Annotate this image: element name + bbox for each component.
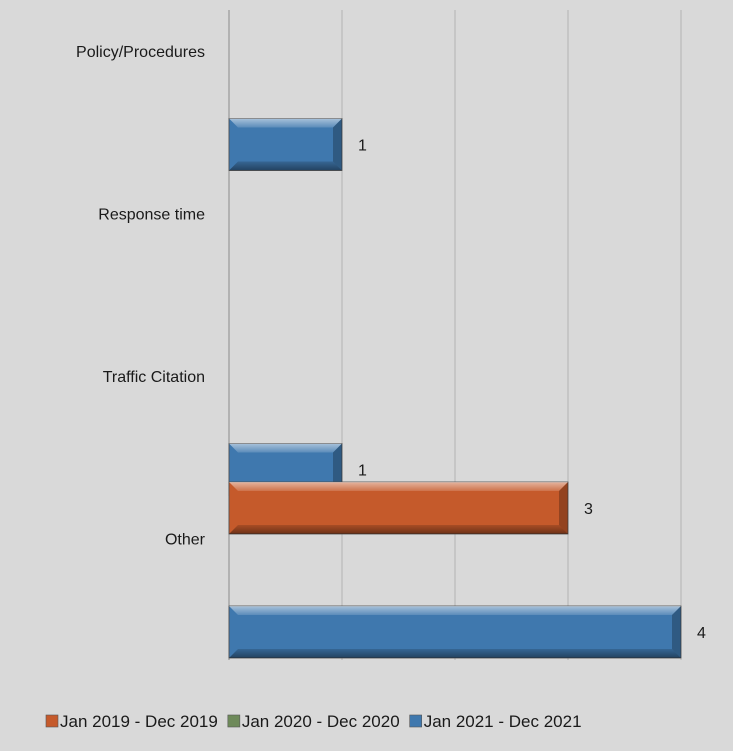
bar-other-jan-2019-dec-2019 [228, 481, 569, 535]
legend-swatch [227, 714, 241, 728]
legend-item-jan-2019-dec-2019: Jan 2019 - Dec 2019 [45, 712, 218, 731]
category-axis: Policy/Procedures Response time Traffic Ci… [76, 10, 230, 660]
category-label-traffic-citation: Traffic Citation [103, 369, 205, 386]
category-label-other: Other [165, 532, 206, 549]
category-label-response-time: Response time [98, 207, 205, 224]
legend-item-jan-2020-dec-2020: Jan 2020 - Dec 2020 [227, 712, 400, 731]
bar-policy-procedures-jan-2021-dec-2021 [228, 118, 343, 171]
data-label: 1 [358, 138, 367, 155]
gridlines [341, 10, 682, 660]
legend-swatch [45, 714, 59, 728]
legend-swatch [409, 714, 422, 728]
data-label: 1 [358, 463, 367, 480]
legend-label: Jan 2021 - Dec 2021 [424, 712, 582, 731]
data-label: 3 [584, 501, 593, 518]
legend: Jan 2019 - Dec 2019 Jan 2020 - Dec 2020 Ja… [45, 712, 582, 731]
category-label-policy-procedures: Policy/Procedures [76, 44, 205, 61]
bar-other-jan-2021-dec-2021 [228, 605, 682, 659]
legend-item-jan-2021-dec-2021: Jan 2021 - Dec 2021 [409, 712, 582, 731]
bars [228, 118, 682, 659]
legend-label: Jan 2020 - Dec 2020 [242, 712, 400, 731]
data-labels: 1 1 4 3 [358, 138, 706, 643]
legend-label: Jan 2019 - Dec 2019 [60, 712, 218, 731]
data-label: 4 [697, 625, 706, 642]
